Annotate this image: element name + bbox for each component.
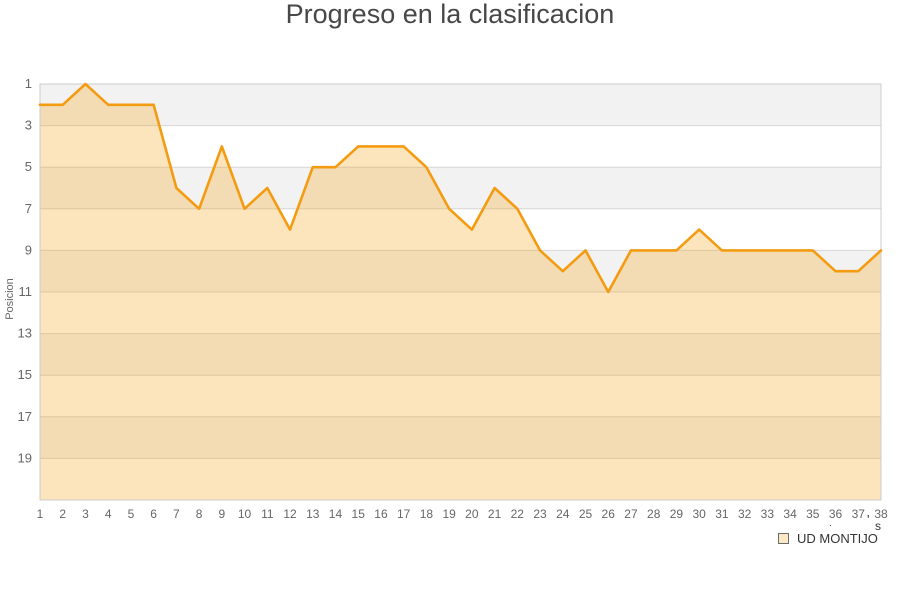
svg-text:5: 5 <box>25 159 32 174</box>
svg-text:5: 5 <box>128 507 135 521</box>
svg-text:4: 4 <box>105 507 112 521</box>
svg-text:18: 18 <box>420 507 434 521</box>
svg-text:3: 3 <box>25 118 32 133</box>
svg-text:8: 8 <box>196 507 203 521</box>
svg-text:15: 15 <box>18 367 32 382</box>
svg-text:6: 6 <box>150 507 157 521</box>
svg-text:34: 34 <box>783 507 797 521</box>
svg-text:7: 7 <box>25 201 32 216</box>
svg-text:24: 24 <box>556 507 570 521</box>
svg-text:13: 13 <box>306 507 320 521</box>
svg-text:3: 3 <box>82 507 89 521</box>
svg-text:17: 17 <box>397 507 411 521</box>
svg-text:19: 19 <box>18 450 32 465</box>
svg-text:12: 12 <box>283 507 297 521</box>
svg-text:29: 29 <box>670 507 684 521</box>
svg-text:1: 1 <box>37 507 44 521</box>
svg-text:16: 16 <box>374 507 388 521</box>
svg-text:14: 14 <box>329 507 343 521</box>
svg-text:21: 21 <box>488 507 502 521</box>
svg-text:7: 7 <box>173 507 180 521</box>
svg-text:37: 37 <box>852 507 866 521</box>
svg-text:20: 20 <box>465 507 479 521</box>
svg-text:10: 10 <box>238 507 252 521</box>
svg-text:23: 23 <box>533 507 547 521</box>
svg-text:32: 32 <box>738 507 752 521</box>
svg-text:1: 1 <box>25 76 32 91</box>
svg-text:31: 31 <box>715 507 729 521</box>
svg-text:28: 28 <box>647 507 661 521</box>
svg-text:17: 17 <box>18 409 32 424</box>
svg-text:13: 13 <box>18 326 32 341</box>
svg-text:25: 25 <box>579 507 593 521</box>
svg-text:30: 30 <box>692 507 706 521</box>
svg-text:2: 2 <box>59 507 66 521</box>
svg-text:9: 9 <box>218 507 225 521</box>
svg-text:22: 22 <box>511 507 525 521</box>
svg-text:11: 11 <box>261 507 274 521</box>
svg-text:15: 15 <box>352 507 366 521</box>
svg-text:19: 19 <box>442 507 456 521</box>
svg-text:11: 11 <box>19 284 33 299</box>
svg-text:33: 33 <box>761 507 775 521</box>
svg-text:35: 35 <box>806 507 820 521</box>
svg-text:26: 26 <box>602 507 616 521</box>
svg-text:9: 9 <box>25 242 32 257</box>
svg-text:27: 27 <box>624 507 638 521</box>
